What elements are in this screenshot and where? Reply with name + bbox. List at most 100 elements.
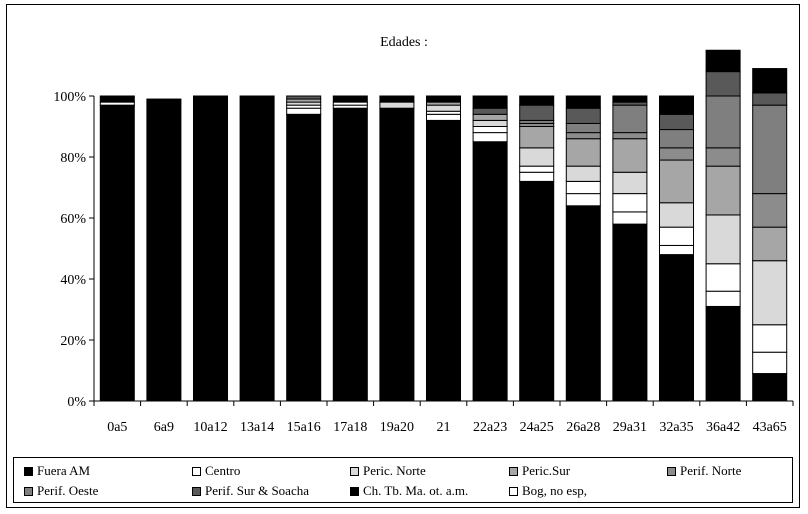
bar-segment [612, 171, 648, 195]
x-tick-label: 21 [437, 420, 451, 435]
bar-segment [332, 95, 368, 103]
bar-segment [286, 107, 322, 115]
x-tick-label: 13a14 [240, 420, 274, 435]
bar-segment [565, 122, 601, 134]
y-tick-label: 0% [67, 395, 86, 410]
x-tick-label: 17a18 [333, 420, 367, 435]
x-tick-label: 26a28 [566, 420, 600, 435]
bar-segment [705, 214, 741, 265]
legend-label: Perif. Oeste [37, 483, 99, 498]
bar-segment [705, 95, 741, 149]
bar-segment [425, 95, 462, 103]
bar-segment [612, 95, 648, 103]
legend-item-peric-sur: Peric.Sur [509, 463, 570, 479]
bar-segment [425, 113, 462, 121]
legend-label: Bog, no esp, [522, 483, 587, 498]
bar-segment [519, 147, 555, 167]
bar-segment [99, 95, 135, 103]
bar-segment [612, 193, 648, 213]
bar-segment [658, 95, 695, 115]
bar-segment [752, 351, 788, 375]
bar-segment [612, 138, 648, 173]
bar-segment [565, 180, 601, 195]
bar-segment [472, 141, 508, 402]
legend-swatch [350, 486, 359, 496]
x-tick-label: 19a20 [380, 420, 414, 435]
legend-label: Fuera AM [37, 463, 91, 478]
bar-segment [612, 211, 648, 225]
bar-segment [146, 101, 182, 402]
bar-segment [519, 180, 555, 402]
bar-segment [705, 71, 741, 97]
bar-segment [472, 95, 508, 109]
bar-segment [286, 95, 322, 100]
bar-segment [565, 205, 601, 402]
bar-segment [565, 107, 601, 124]
bar-segment [519, 171, 555, 182]
bar-segment [658, 147, 695, 161]
bar-segment [752, 226, 788, 262]
bar-segment [472, 119, 508, 128]
bar-segment [612, 104, 648, 134]
x-tick-label: 22a23 [473, 420, 507, 435]
legend-item-perif-oeste: Perif. Oeste [24, 483, 98, 499]
bar-segment [612, 132, 648, 140]
bar-segment [472, 132, 508, 143]
bar-segment [752, 92, 788, 106]
legend-item-centro: Centro [192, 463, 240, 479]
bar-segment [565, 95, 601, 109]
bar-segment [705, 147, 741, 167]
legend-label: Peric. Norte [363, 463, 426, 478]
bar-segment [425, 119, 462, 402]
legend-swatch [509, 466, 518, 476]
legend-item-perif-sur-soacha: Perif. Sur & Soacha [192, 483, 309, 499]
bar-segment [146, 98, 182, 103]
bar-segment [658, 113, 695, 131]
bar-segment [658, 159, 695, 204]
legend-swatch [192, 466, 201, 476]
x-tick-label: 15a16 [287, 420, 321, 435]
x-tick-label: 32a35 [659, 420, 693, 435]
bar-segment [192, 95, 229, 100]
bar-segment [705, 305, 741, 402]
legend: Fuera AM Centro Peric. Norte Peric.Sur P… [13, 457, 793, 503]
bar-segment [472, 126, 508, 134]
chart-plot: 0% 20% 40% 60% 80% 100% 0a5 6a9 10a12 13a14 15a16 1… [53, 49, 794, 435]
bar-segment [658, 244, 695, 256]
legend-label: Ch. Tb. Ma. ot. a.m. [363, 483, 469, 498]
bar-segment [565, 165, 601, 182]
bar-segment [705, 290, 741, 307]
x-tick-label: 6a9 [154, 420, 174, 435]
bar-segment [519, 95, 555, 106]
bar-segment [658, 226, 695, 246]
y-tick-label: 40% [60, 273, 86, 288]
bar-segment [565, 193, 601, 207]
bar-segment [752, 104, 788, 195]
legend-label: Perif. Sur & Soacha [205, 483, 309, 498]
x-tick-label: 10a12 [193, 420, 227, 435]
legend-label: Perif. Norte [680, 463, 742, 478]
bar-segment [472, 113, 508, 121]
bar-segment [752, 68, 788, 94]
bar-segment [752, 373, 788, 402]
legend-swatch [667, 466, 676, 476]
bar-segment [658, 254, 695, 402]
x-tick-label: 29a31 [613, 420, 647, 435]
legend-swatch [509, 486, 518, 496]
bar-segment [425, 104, 462, 112]
bar-segment [565, 138, 601, 167]
legend-item-peric-norte: Peric. Norte [350, 463, 426, 479]
y-tick-label: 20% [60, 334, 86, 349]
bar-segment [332, 107, 368, 402]
y-tick-label: 100% [53, 90, 86, 105]
bar-segment [752, 260, 788, 326]
legend-item-perif-norte: Perif. Norte [667, 463, 741, 479]
bar-segment [565, 132, 601, 140]
x-tick-label: 36a42 [706, 420, 740, 435]
bar-segment [519, 126, 555, 149]
bar-segment [519, 165, 555, 173]
legend-item-bog-no-esp: Bog, no esp, [509, 483, 587, 499]
bar-segment [519, 104, 555, 121]
x-tick-label: 43a65 [753, 420, 787, 435]
y-tick-label: 80% [60, 151, 86, 166]
